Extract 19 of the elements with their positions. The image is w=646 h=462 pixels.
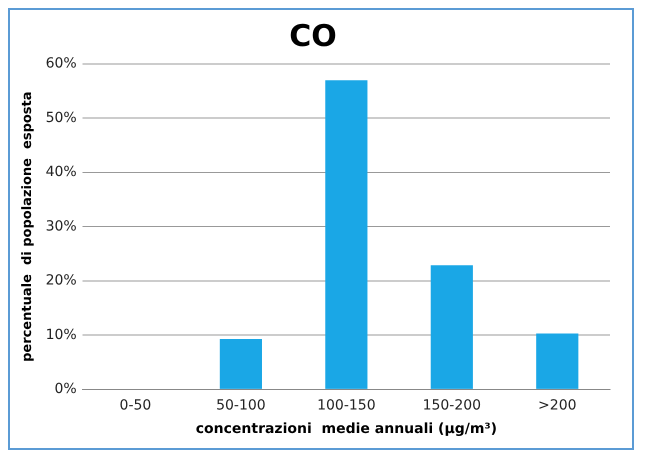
x-tick-label: 50-100 [216, 397, 266, 414]
x-tick-label: 100-150 [317, 397, 376, 414]
y-tick-label: 10% [46, 326, 77, 343]
bar [430, 265, 473, 389]
x-tick-label: 0-50 [120, 397, 152, 414]
y-tick-label: 20% [46, 272, 77, 289]
y-tick-label: 30% [46, 218, 77, 234]
y-axis-title: percentuale di popolazione esposta [20, 91, 36, 362]
y-tick-label: 50% [46, 110, 77, 126]
y-tick-label: 60% [46, 56, 77, 72]
x-axis-title: concentrazioni medie annuali (µg/m³) [196, 421, 497, 438]
bar [325, 80, 368, 389]
x-tick-label: 150-200 [422, 397, 482, 414]
y-tick-label: 0% [54, 381, 77, 398]
bar [536, 334, 578, 389]
chart-title: CO [289, 18, 337, 54]
y-tick-label: 40% [46, 164, 77, 180]
bar [220, 338, 262, 389]
x-tick-label: >200 [538, 397, 576, 414]
